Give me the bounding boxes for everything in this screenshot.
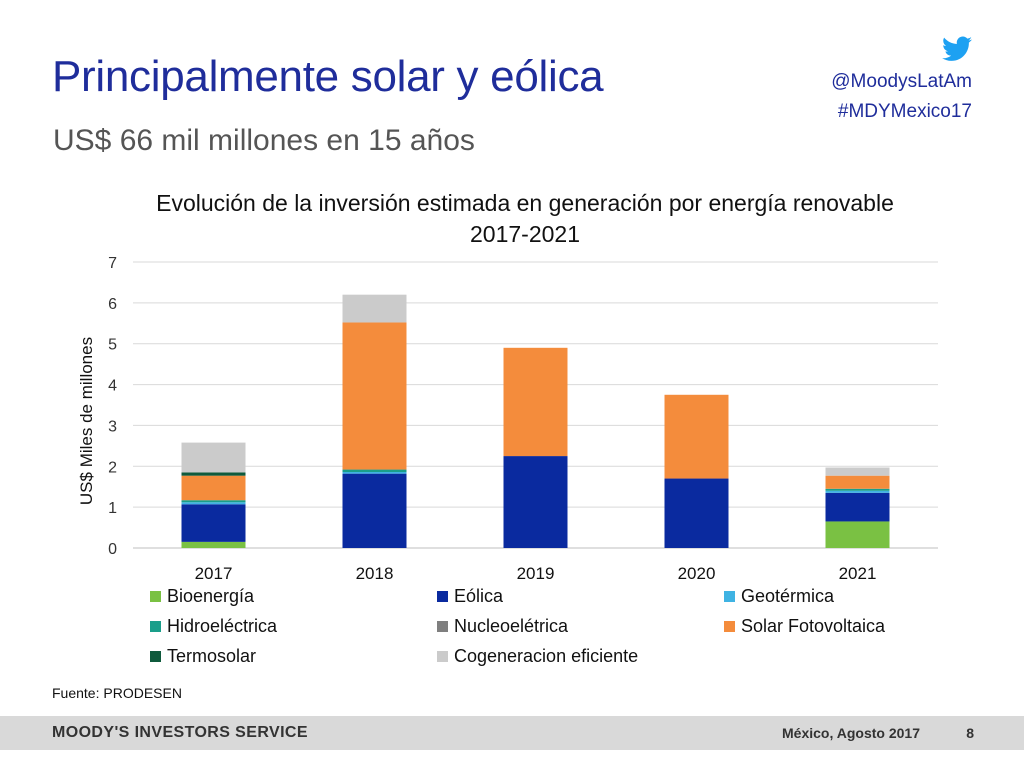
y-axis-label: US$ Miles de millones: [77, 337, 96, 505]
y-tick-label: 1: [108, 500, 117, 517]
bar-segment: [181, 504, 246, 542]
slide-subtitle: US$ 66 mil millones en 15 años: [53, 124, 475, 157]
x-tick-label: 2019: [517, 564, 555, 583]
x-tick-label: 2017: [195, 564, 233, 583]
legend-item: Termosolar: [150, 646, 437, 667]
bar-segment: [503, 347, 568, 457]
source-note: Fuente: PRODESEN: [52, 685, 182, 701]
hashtag[interactable]: #MDYMexico17: [837, 101, 972, 122]
bar-segment: [181, 472, 246, 476]
legend-item: Solar Fotovoltaica: [724, 616, 930, 637]
legend-item: Hidroeléctrica: [150, 616, 437, 637]
bar-segment: [181, 502, 246, 505]
legend-item: Eólica: [437, 586, 724, 607]
footer-date: México, Agosto 2017: [782, 725, 920, 741]
social-block: @MoodysLatAm #MDYMexico17: [752, 36, 972, 127]
page-number: 8: [966, 725, 974, 741]
legend-label: Termosolar: [167, 646, 257, 666]
legend-swatch: [150, 651, 161, 662]
bar-segment: [825, 490, 890, 493]
bar-segment: [503, 456, 568, 548]
bar-segment: [181, 500, 246, 503]
legend-item: Bioenergía: [150, 586, 437, 607]
bar-segment: [825, 475, 890, 489]
legend-item: Geotérmica: [724, 586, 930, 607]
legend-label: Cogeneracion eficiente: [454, 646, 639, 666]
y-tick-label: 2: [108, 459, 117, 476]
legend-swatch: [437, 591, 448, 602]
y-tick-label: 0: [108, 541, 117, 558]
legend-label: Hidroeléctrica: [167, 616, 278, 636]
legend-label: Bioenergía: [167, 586, 255, 606]
footer-bar: MOODY'S INVESTORS SERVICE México, Agosto…: [0, 716, 1024, 750]
bar-segment: [825, 488, 890, 491]
legend-swatch: [437, 621, 448, 632]
bar-segment: [181, 541, 246, 548]
legend-swatch: [724, 621, 735, 632]
x-tick-label: 2020: [678, 564, 716, 583]
bar-segment: [342, 322, 407, 470]
y-tick-label: 3: [108, 418, 117, 435]
legend-swatch: [150, 591, 161, 602]
bar-segment: [342, 294, 407, 323]
legend-item: Nucleoelétrica: [437, 616, 724, 637]
legend-swatch: [437, 651, 448, 662]
legend-label: Solar Fotovoltaica: [741, 616, 886, 636]
x-tick-label: 2021: [839, 564, 877, 583]
y-tick-label: 4: [108, 378, 117, 395]
bar-segment: [342, 472, 407, 474]
bar-segment: [342, 473, 407, 548]
y-tick-label: 6: [108, 296, 117, 313]
bar-segment: [825, 521, 890, 548]
legend-swatch: [724, 591, 735, 602]
footer-brand: MOODY'S INVESTORS SERVICE: [52, 724, 308, 741]
stacked-bar-chart: 0 1 2 3 4 5 6 7 US$ Miles de millones 2017 2018 201…: [77, 255, 938, 583]
bar-segment: [664, 394, 729, 479]
x-tick-label: 2018: [356, 564, 394, 583]
y-tick-label: 5: [108, 337, 117, 354]
bar-segment: [825, 492, 890, 522]
slide-title: Principalmente solar y eólica: [52, 52, 604, 101]
bar-segment: [342, 469, 407, 473]
bar-segment: [664, 478, 729, 548]
bar-segment: [825, 467, 890, 476]
bar-segment: [181, 442, 246, 473]
legend-label: Eólica: [454, 586, 504, 606]
chart-legend: Bioenergía Eólica Geotérmica Hidroeléctrica…: [150, 586, 930, 667]
y-tick-label: 7: [108, 255, 117, 272]
twitter-handle[interactable]: @MoodysLatAm: [831, 71, 972, 92]
legend-label: Geotérmica: [741, 586, 835, 606]
legend-label: Nucleoelétrica: [454, 616, 569, 636]
twitter-icon: [942, 36, 972, 62]
chart-title: Evolución de la inversión estimada en ge…: [156, 190, 894, 247]
legend-swatch: [150, 621, 161, 632]
bar-segment: [181, 475, 246, 501]
legend-item: Cogeneracion eficiente: [437, 646, 724, 667]
